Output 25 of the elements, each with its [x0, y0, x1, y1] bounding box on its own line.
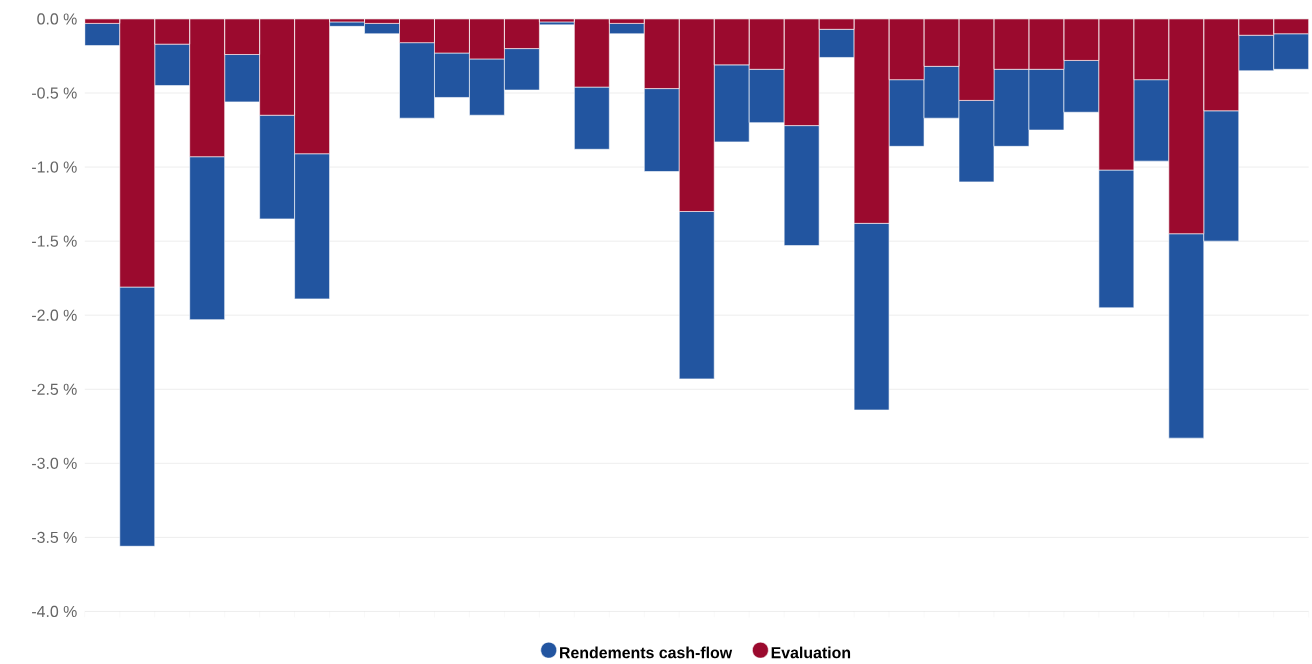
bar: [1063, 19, 1100, 61]
legend-label: Evaluation: [771, 646, 851, 659]
y-tick-label: -2.5 %: [32, 383, 77, 396]
bar: [923, 19, 960, 67]
y-tick-label: 0.0 %: [37, 13, 77, 25]
bar: [224, 54, 260, 103]
y-tick-label: -3.5 %: [32, 531, 77, 544]
legend-label: Rendements cash-flow: [560, 646, 733, 659]
bar: [154, 44, 190, 87]
bar: [574, 86, 610, 150]
bar: [853, 19, 890, 224]
bar: [958, 19, 995, 101]
bar: [888, 19, 925, 81]
y-tick-label: -1.5 %: [32, 235, 77, 247]
bar: [643, 88, 680, 173]
y-tick-label: -4.0 %: [32, 606, 77, 618]
bar: [818, 29, 855, 58]
bar: [993, 19, 1030, 70]
y-tick-label: -1.0 %: [32, 161, 77, 173]
bar: [783, 125, 820, 247]
y-tick-label: -0.5 %: [32, 87, 77, 99]
bar: [1133, 79, 1170, 162]
y-tick-label: -3.0 %: [32, 457, 77, 470]
bar: [1028, 19, 1065, 70]
y-tick-label: -2.0 %: [32, 309, 77, 322]
